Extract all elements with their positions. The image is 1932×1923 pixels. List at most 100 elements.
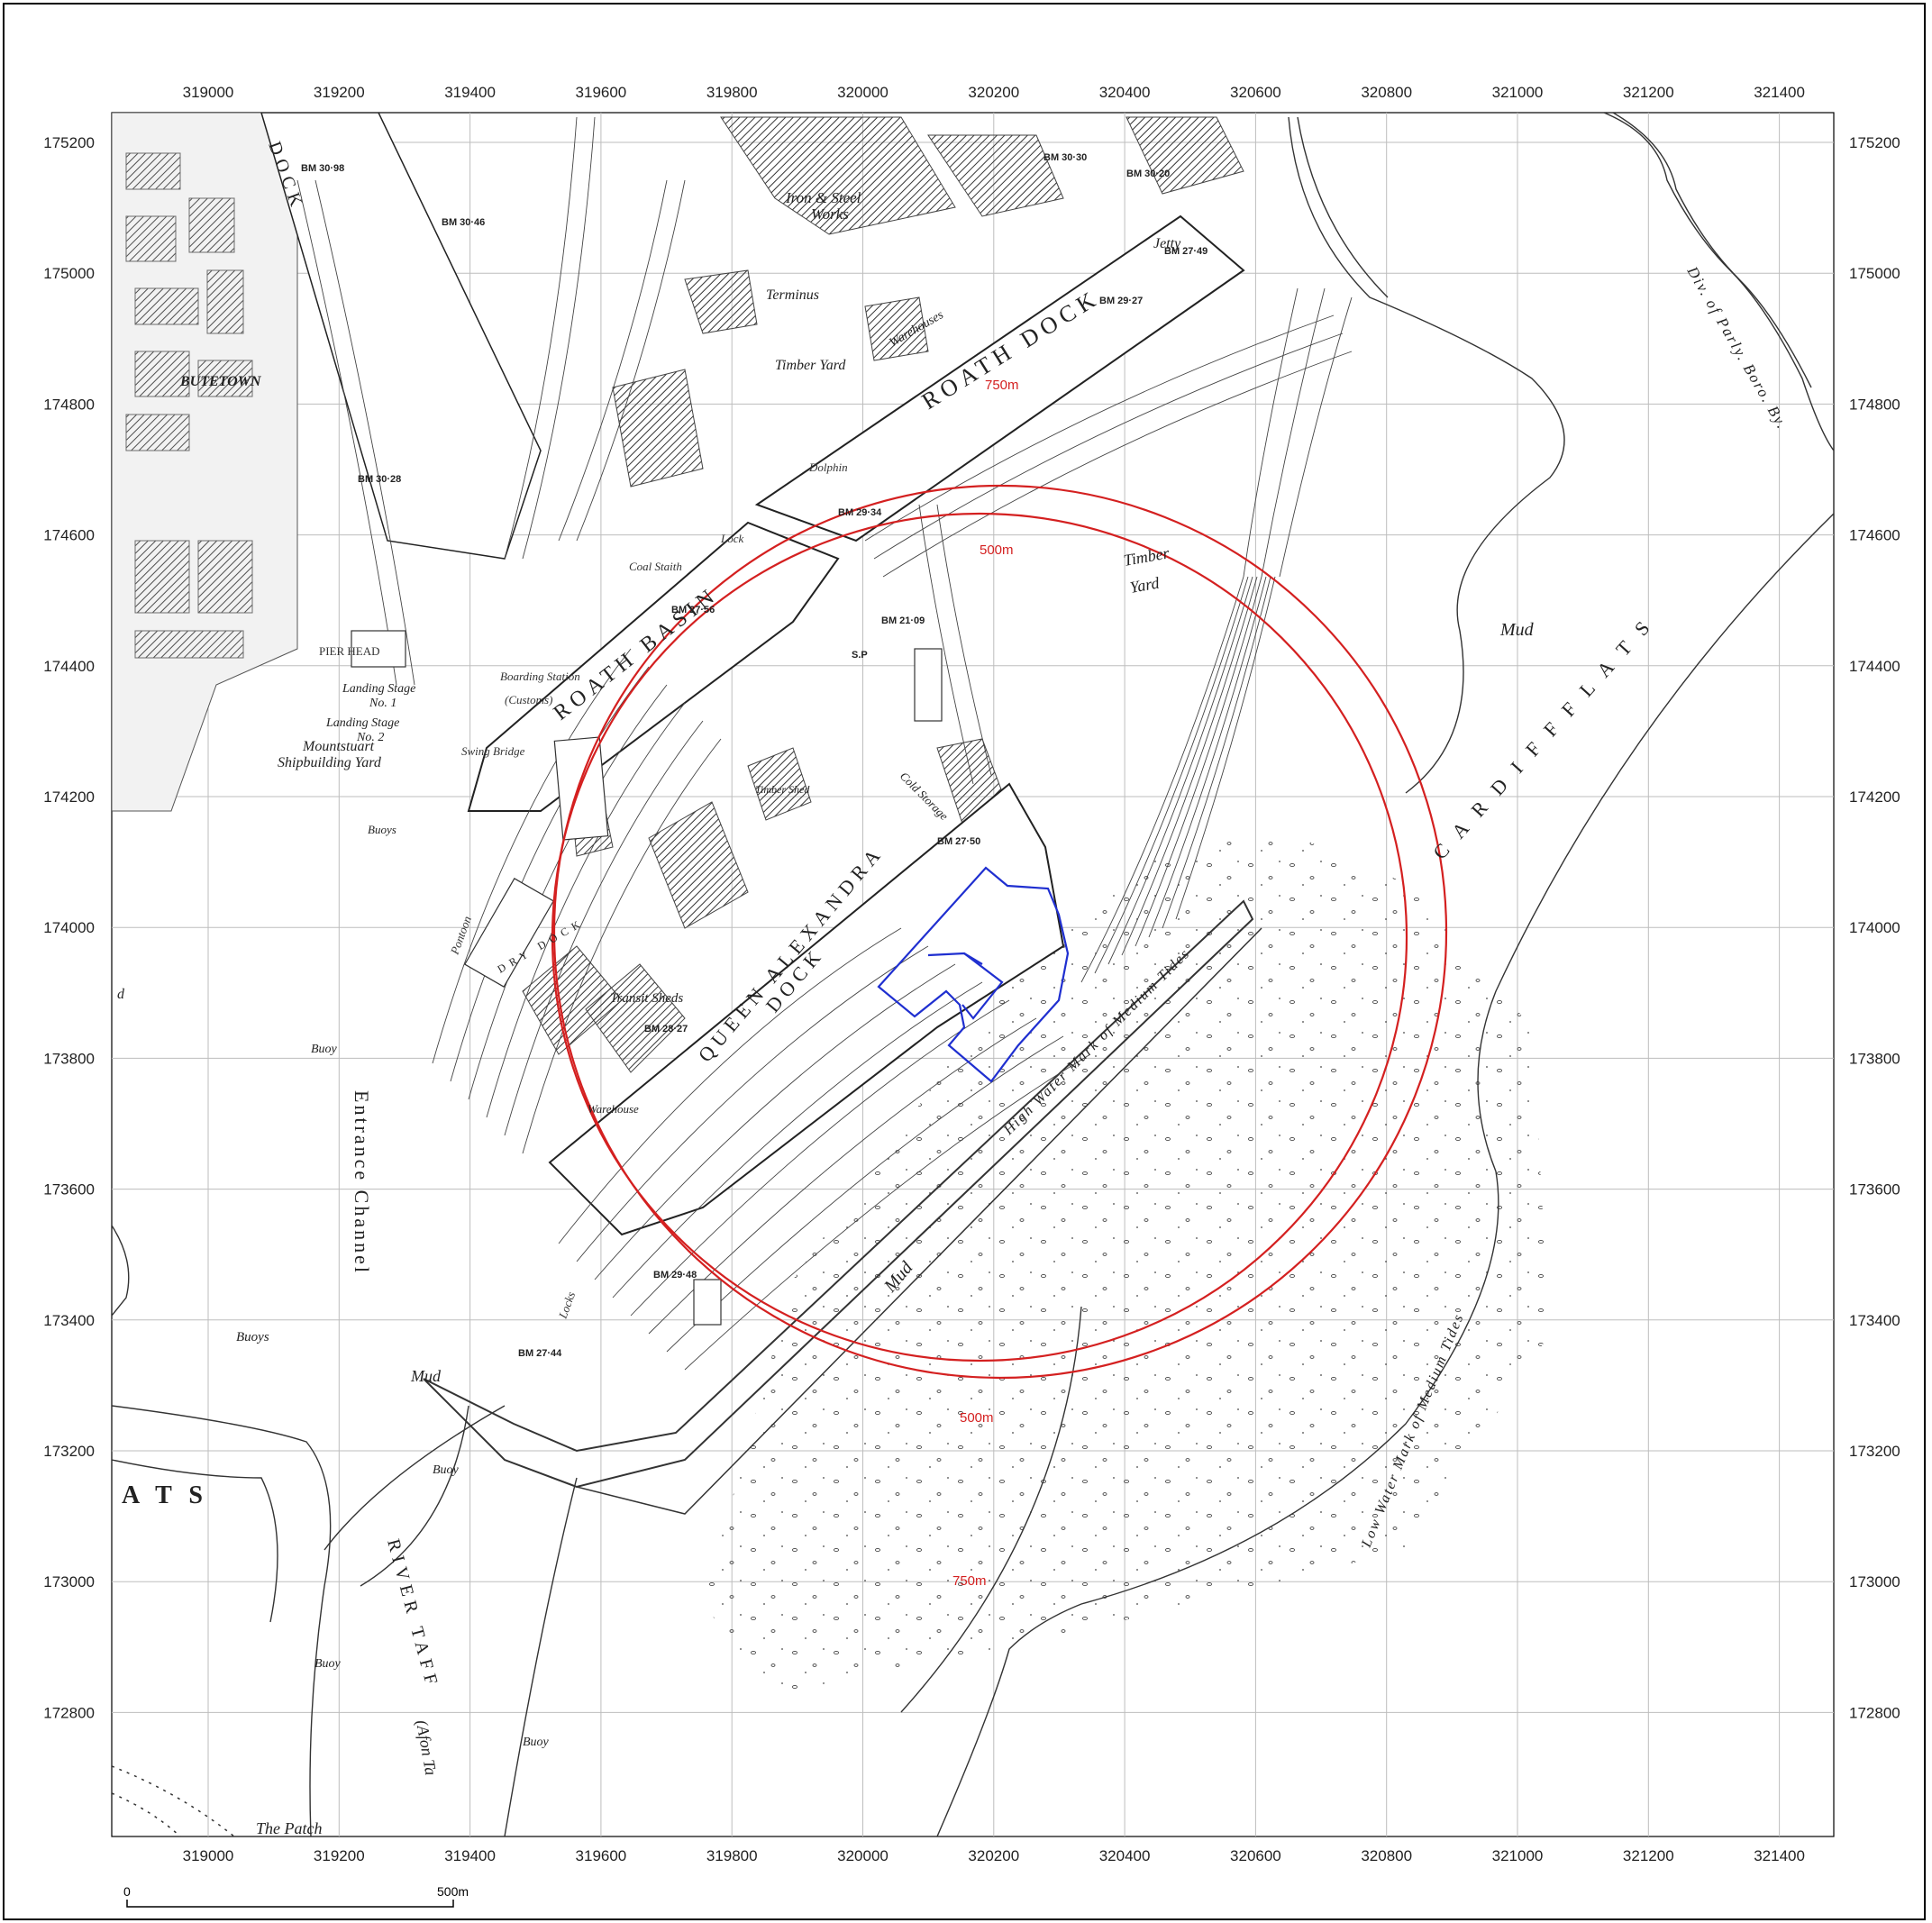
coastline — [112, 113, 1834, 1836]
label-bm-8: BM 30·46 — [442, 217, 485, 228]
x-tick-label-bottom: 321400 — [1754, 1847, 1805, 1864]
boundary-line — [112, 1765, 235, 1836]
ring-750m[interactable] — [552, 484, 1448, 1380]
mud-flats — [703, 829, 1550, 1694]
label-landing-stage-1b: No. 1 — [369, 697, 396, 710]
y-tick-label-left: 173400 — [43, 1312, 95, 1329]
x-tick-label-top: 319000 — [183, 84, 234, 101]
x-tick-label-top: 320800 — [1361, 84, 1412, 101]
x-tick-label-bottom: 319400 — [444, 1847, 496, 1864]
label-timber-yard: Timber Yard — [775, 358, 846, 373]
y-tick-label-right: 173000 — [1849, 1573, 1900, 1590]
label-sp: S.P — [852, 650, 868, 661]
label-bm-14: BM 30·98 — [301, 163, 344, 174]
label-iron-steel: Iron & Steel — [785, 189, 861, 206]
boundary-line-2 — [112, 1792, 181, 1836]
bute-east-dock — [260, 113, 542, 560]
x-tick-label-bottom: 320800 — [1361, 1847, 1412, 1864]
industrial-buildings — [522, 116, 1244, 1073]
label-the-patch: The Patch — [256, 1819, 323, 1837]
y-tick-label-right: 174600 — [1849, 527, 1900, 544]
y-tick-label-left: 174200 — [43, 788, 95, 806]
label-buoy-4: Buoy — [523, 1736, 550, 1749]
x-tick-label-top: 321400 — [1754, 84, 1805, 101]
label-mountstuart: Mountstuart — [302, 739, 375, 754]
y-tick-label-left: 175200 — [43, 134, 95, 151]
y-tick-label-left: 173200 — [43, 1443, 95, 1460]
y-tick-label-left: 175000 — [43, 265, 95, 282]
label-mud-3: Mud — [410, 1367, 442, 1385]
ring-label-750-top: 750m — [985, 378, 1019, 393]
y-tick-label-right: 172800 — [1849, 1704, 1900, 1721]
y-tick-label-right: 173600 — [1849, 1181, 1900, 1198]
label-customs: (Customs) — [505, 693, 552, 706]
x-tick-label-top: 320000 — [837, 84, 889, 101]
x-tick-label-bottom: 319600 — [576, 1847, 627, 1864]
label-bm-7: BM 27·49 — [1164, 246, 1208, 257]
x-tick-label-bottom: 321200 — [1623, 1847, 1674, 1864]
label-transit-sheds: Transit Sheds — [610, 991, 683, 1006]
y-tick-label-right: 173200 — [1849, 1443, 1900, 1460]
map-frame — [3, 3, 1926, 1920]
label-bm-9: BM 30·30 — [1043, 152, 1087, 163]
y-tick-label-right: 174200 — [1849, 788, 1900, 806]
railway-sidings — [296, 116, 1353, 1371]
x-tick-label-bottom: 320000 — [837, 1847, 889, 1864]
y-tick-label-left: 173600 — [43, 1181, 95, 1198]
y-tick-label-right: 174800 — [1849, 396, 1900, 413]
x-tick-label-bottom: 320200 — [968, 1847, 1019, 1864]
label-shipbuilding: Shipbuilding Yard — [278, 755, 382, 770]
queen-alexandra-dock — [548, 782, 1065, 1236]
x-axis-bottom: 319000 319200 319400 319600 319800 320000 3202… — [183, 1847, 1805, 1864]
label-bm-12: BM 27·44 — [518, 1348, 562, 1359]
y-tick-label-right: 175200 — [1849, 134, 1900, 151]
scale-bar-end: 500m — [437, 1884, 469, 1899]
ring-labels: 750m 500m 500m 750m — [952, 378, 1019, 1589]
label-ats: A T S — [122, 1481, 208, 1509]
y-tick-label-left: 174600 — [43, 527, 95, 544]
x-tick-label-bottom: 320600 — [1230, 1847, 1281, 1864]
label-buoy-1: Buoy — [311, 1043, 338, 1056]
label-landing-stage-2: Landing Stage — [325, 716, 399, 730]
x-tick-label-bottom: 319800 — [706, 1847, 758, 1864]
y-tick-label-right: 174000 — [1849, 919, 1900, 936]
y-tick-label-left: 174400 — [43, 658, 95, 675]
x-tick-label-top: 319800 — [706, 84, 758, 101]
y-tick-label-right: 175000 — [1849, 265, 1900, 282]
label-buoy-3: Buoy — [314, 1657, 342, 1671]
roath-dock — [754, 214, 1245, 542]
label-bm-11: BM 21·09 — [881, 615, 925, 626]
label-timber-shed: Timber Shed — [755, 783, 810, 796]
label-bm-5: BM 27·56 — [671, 605, 715, 615]
label-bm-10: BM 30·20 — [1126, 169, 1170, 179]
label-jetty: Jetty — [1153, 236, 1181, 251]
label-pier-head: PIER HEAD — [319, 644, 380, 658]
label-mud-1: Mud — [1499, 620, 1535, 640]
label-buoy-2: Buoy — [433, 1463, 460, 1477]
x-tick-label-bottom: 320400 — [1099, 1847, 1151, 1864]
label-bm-1: BM 29·34 — [838, 507, 882, 518]
x-tick-label-top: 320200 — [968, 84, 1019, 101]
ring-750m-outline[interactable] — [551, 512, 1408, 1363]
label-buoys-2: Buoys — [368, 823, 396, 836]
label-landing-stage-2b: No. 2 — [356, 731, 384, 744]
x-tick-label-top: 319600 — [576, 84, 627, 101]
label-boarding-station: Boarding Station — [500, 670, 580, 683]
x-tick-label-top: 321200 — [1623, 84, 1674, 101]
site-boundary[interactable] — [877, 866, 1070, 1083]
y-tick-label-left: 172800 — [43, 1704, 95, 1721]
dock-structures — [351, 630, 943, 1326]
roath-basin — [467, 521, 840, 812]
label-bm-2: BM 27·50 — [937, 836, 980, 847]
town-blocks — [125, 152, 253, 659]
x-tick-label-top: 320600 — [1230, 84, 1281, 101]
label-bm-13: BM 30·28 — [358, 474, 401, 485]
label-coal-staith: Coal Staith — [629, 560, 682, 573]
label-bm-3: BM 29·48 — [653, 1270, 697, 1280]
x-tick-label-bottom: 319000 — [183, 1847, 234, 1864]
y-tick-label-left: 174000 — [43, 919, 95, 936]
ring-label-500-bottom: 500m — [960, 1410, 994, 1426]
y-tick-label-right: 173800 — [1849, 1050, 1900, 1067]
y-tick-label-left: 173800 — [43, 1050, 95, 1067]
